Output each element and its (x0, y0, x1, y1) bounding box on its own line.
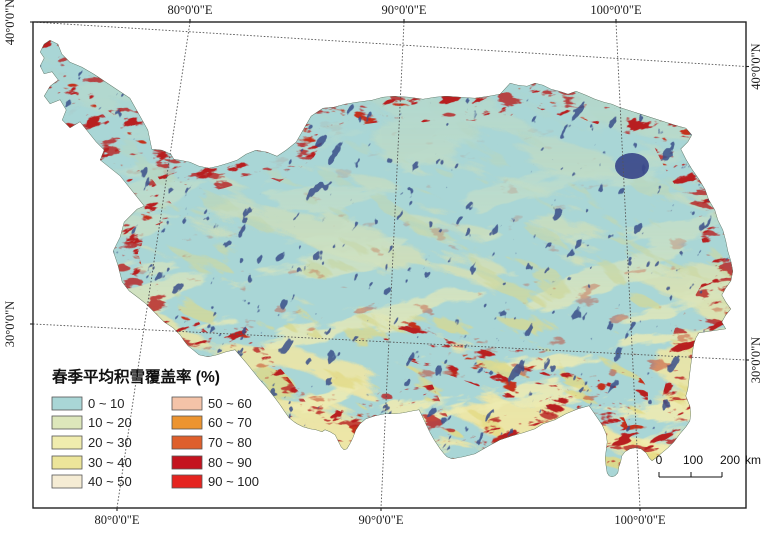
svg-text:80 ~ 90: 80 ~ 90 (208, 455, 252, 470)
svg-text:40 ~ 50: 40 ~ 50 (88, 474, 132, 489)
svg-text:30°0'0"N: 30°0'0"N (749, 337, 763, 383)
svg-text:40°0'0"N: 40°0'0"N (3, 0, 17, 45)
svg-text:70 ~ 80: 70 ~ 80 (208, 435, 252, 450)
svg-text:90°0'0"E: 90°0'0"E (382, 3, 427, 17)
svg-text:20 ~ 30: 20 ~ 30 (88, 435, 132, 450)
svg-text:50 ~ 60: 50 ~ 60 (208, 396, 252, 411)
svg-text:30°0'0"N: 30°0'0"N (3, 301, 17, 347)
svg-text:80°0'0"E: 80°0'0"E (95, 513, 140, 527)
svg-text:100°0'0"E: 100°0'0"E (590, 3, 642, 17)
svg-text:0: 0 (656, 453, 663, 467)
svg-text:10 ~ 20: 10 ~ 20 (88, 415, 132, 430)
svg-text:90°0'0"E: 90°0'0"E (359, 513, 404, 527)
svg-text:km: km (745, 453, 761, 467)
svg-text:200: 200 (720, 453, 740, 467)
svg-text:30 ~ 40: 30 ~ 40 (88, 455, 132, 470)
svg-text:100°0'0"E: 100°0'0"E (614, 513, 666, 527)
svg-text:0 ~ 10: 0 ~ 10 (88, 396, 125, 411)
svg-text:40°0'0"N: 40°0'0"N (749, 43, 763, 89)
svg-text:60 ~ 70: 60 ~ 70 (208, 415, 252, 430)
svg-text:春季平均积雪覆盖率 (%): 春季平均积雪覆盖率 (%) (51, 367, 220, 386)
svg-text:100: 100 (683, 453, 703, 467)
svg-text:80°0'0"E: 80°0'0"E (168, 3, 213, 17)
svg-text:90 ~ 100: 90 ~ 100 (208, 474, 259, 489)
